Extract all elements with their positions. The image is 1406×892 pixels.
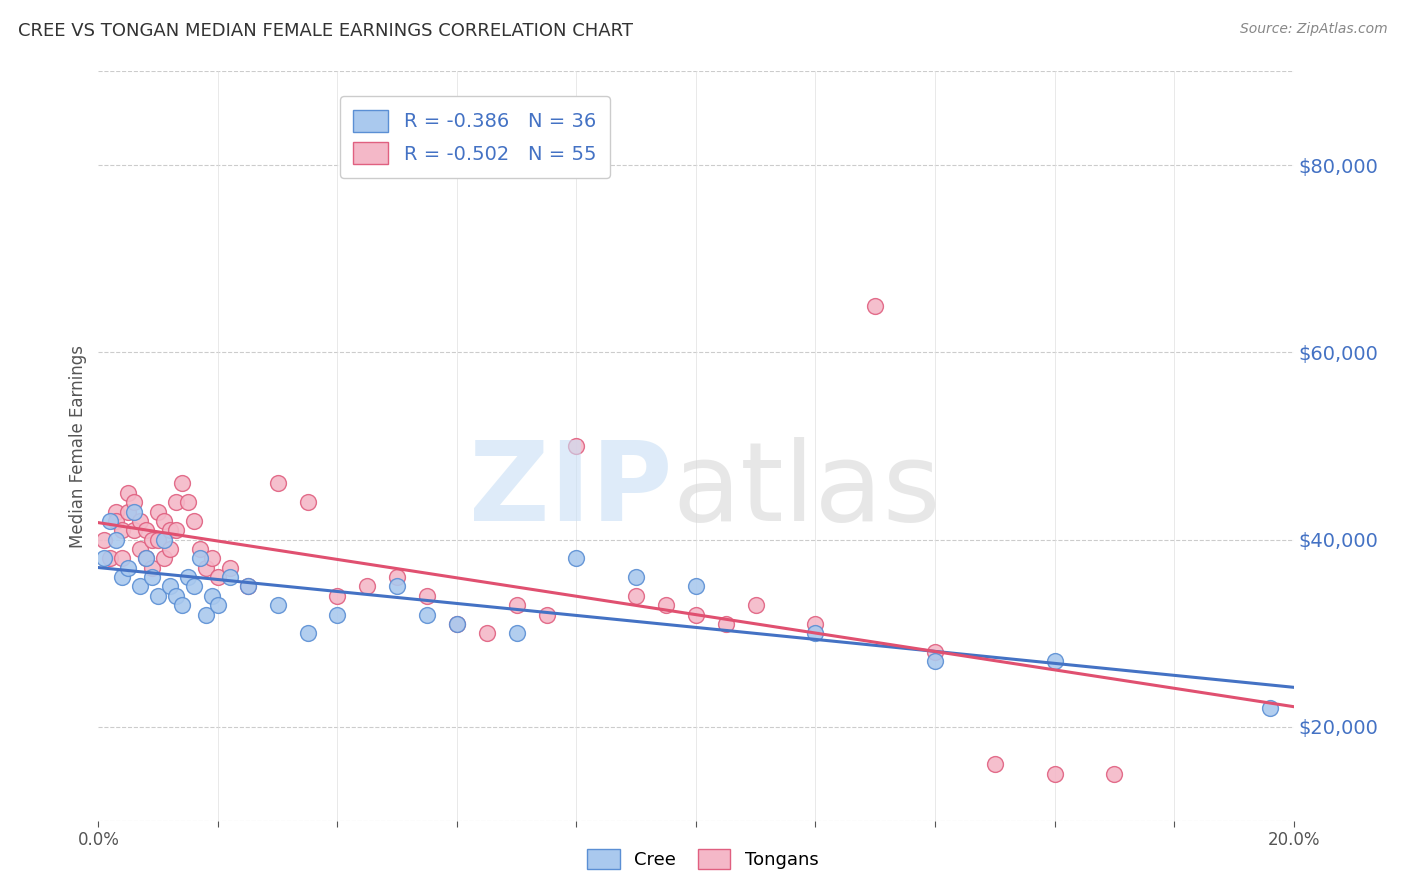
Point	[165, 589, 187, 603]
Point	[153, 514, 176, 528]
Point	[745, 599, 768, 613]
Point	[129, 580, 152, 594]
Point	[326, 589, 349, 603]
Text: ZIP: ZIP	[468, 437, 672, 544]
Point	[129, 514, 152, 528]
Point	[804, 626, 827, 640]
Point	[416, 589, 439, 603]
Point	[475, 626, 498, 640]
Point	[685, 607, 707, 622]
Point	[655, 599, 678, 613]
Point	[148, 505, 170, 519]
Text: Source: ZipAtlas.com: Source: ZipAtlas.com	[1240, 22, 1388, 37]
Point	[141, 561, 163, 575]
Point	[135, 551, 157, 566]
Point	[172, 599, 194, 613]
Point	[219, 570, 242, 584]
Point	[356, 580, 378, 594]
Point	[188, 541, 211, 557]
Point	[201, 589, 224, 603]
Point	[685, 580, 707, 594]
Point	[267, 476, 290, 491]
Point	[148, 589, 170, 603]
Point	[159, 541, 181, 557]
Point	[111, 570, 134, 584]
Point	[93, 533, 115, 547]
Point	[188, 551, 211, 566]
Point	[326, 607, 349, 622]
Point	[124, 495, 146, 509]
Point	[135, 551, 157, 566]
Point	[297, 626, 319, 640]
Point	[93, 551, 115, 566]
Point	[984, 757, 1007, 772]
Point	[506, 626, 529, 640]
Point	[159, 580, 181, 594]
Y-axis label: Median Female Earnings: Median Female Earnings	[69, 344, 87, 548]
Point	[236, 580, 259, 594]
Point	[416, 607, 439, 622]
Point	[172, 476, 194, 491]
Point	[98, 551, 122, 566]
Point	[924, 645, 946, 659]
Text: CREE VS TONGAN MEDIAN FEMALE EARNINGS CORRELATION CHART: CREE VS TONGAN MEDIAN FEMALE EARNINGS CO…	[18, 22, 633, 40]
Point	[714, 617, 737, 632]
Point	[207, 570, 229, 584]
Point	[626, 589, 648, 603]
Legend: R = -0.386   N = 36, R = -0.502   N = 55: R = -0.386 N = 36, R = -0.502 N = 55	[340, 96, 610, 178]
Point	[446, 617, 468, 632]
Point	[385, 580, 409, 594]
Point	[141, 533, 163, 547]
Text: atlas: atlas	[672, 437, 941, 544]
Point	[117, 561, 139, 575]
Point	[141, 570, 163, 584]
Point	[385, 570, 409, 584]
Point	[117, 485, 139, 500]
Point	[536, 607, 558, 622]
Point	[1043, 767, 1066, 781]
Point	[177, 495, 200, 509]
Point	[105, 533, 128, 547]
Point	[565, 439, 588, 453]
Point	[297, 495, 319, 509]
Point	[165, 523, 187, 537]
Point	[153, 551, 176, 566]
Point	[446, 617, 468, 632]
Point	[111, 523, 134, 537]
Point	[153, 533, 176, 547]
Point	[183, 580, 205, 594]
Legend: Cree, Tongans: Cree, Tongans	[578, 839, 828, 879]
Point	[195, 607, 218, 622]
Point	[105, 505, 128, 519]
Point	[105, 514, 128, 528]
Point	[804, 617, 827, 632]
Point	[124, 523, 146, 537]
Point	[165, 495, 187, 509]
Point	[267, 599, 290, 613]
Point	[219, 561, 242, 575]
Point	[177, 570, 200, 584]
Point	[124, 505, 146, 519]
Point	[117, 505, 139, 519]
Point	[626, 570, 648, 584]
Point	[1258, 701, 1281, 715]
Point	[565, 551, 588, 566]
Point	[865, 299, 887, 313]
Point	[135, 523, 157, 537]
Point	[506, 599, 529, 613]
Point	[183, 514, 205, 528]
Point	[98, 514, 122, 528]
Point	[148, 533, 170, 547]
Point	[1104, 767, 1126, 781]
Point	[159, 523, 181, 537]
Point	[207, 599, 229, 613]
Point	[236, 580, 259, 594]
Point	[201, 551, 224, 566]
Point	[1043, 655, 1066, 669]
Point	[129, 541, 152, 557]
Point	[924, 655, 946, 669]
Point	[111, 551, 134, 566]
Point	[195, 561, 218, 575]
